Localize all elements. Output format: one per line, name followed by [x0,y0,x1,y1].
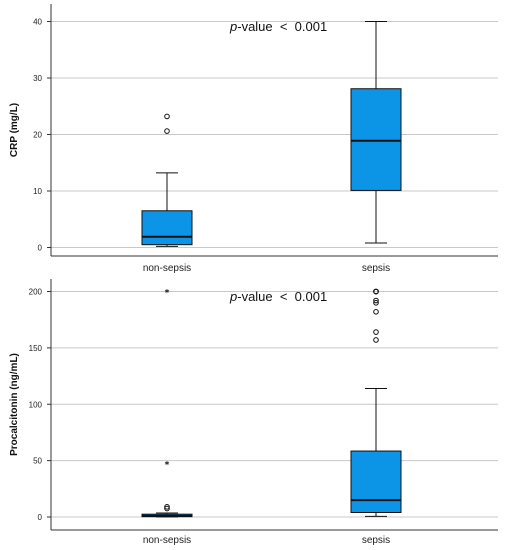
p-value-italic: p [229,289,237,304]
y-tick-label: 0 [38,244,43,253]
outlier-point [373,308,379,315]
p-value-italic: p [229,19,237,34]
procalcitonin-boxplot-panel: 0 50 100 150 200 Procalcitonin (ng/mL) p-value… [0,275,510,550]
iqr-box [350,450,402,513]
outlier-point [164,113,170,120]
outlier-point [373,329,379,335]
box-sepsis [350,21,402,244]
x-category-label: sepsis [362,263,390,274]
y-tick-label: 40 [33,18,42,27]
p-value-text: -value < 0.001 [237,289,327,304]
x-category-label: sepsis [362,535,390,546]
box-non-sepsis [141,113,193,247]
y-tick-label: 100 [29,400,43,409]
y-tick-label: 0 [38,513,43,522]
outlier-point [373,337,379,343]
extreme-point: * [165,460,170,470]
outlier-point [164,504,170,510]
outlier-point [373,297,379,304]
p-value-annotation: p-value < 0.001 [229,19,327,34]
procalcitonin-boxplot: 0 50 100 150 200 Procalcitonin (ng/mL) p-value… [9,279,498,546]
y-tick-label: 10 [33,187,42,196]
box-non-sepsis: ** [141,289,193,518]
crp-boxplot: 0 10 20 30 40 CRP (mg/L) p-value < 0.001 non-se… [9,4,498,274]
x-category-label: non-sepsis [143,263,191,274]
iqr-box [350,88,402,191]
box-sepsis [350,288,402,517]
extreme-point: * [165,289,170,299]
y-tick-label: 150 [29,344,43,353]
crp-boxplot-panel: 0 10 20 30 40 CRP (mg/L) p-value < 0.001 non-se… [9,4,498,274]
y-axis-label: CRP (mg/L) [9,103,20,157]
y-tick-label: 50 [33,457,42,466]
outlier-point [373,299,379,306]
y-tick-label: 20 [33,131,42,140]
y-axis-label: Procalcitonin (ng/mL) [9,353,20,456]
outlier-point [373,288,379,295]
p-value-text: -value < 0.001 [237,19,327,34]
iqr-box [141,210,193,246]
p-value-annotation: p-value < 0.001 [229,289,327,304]
x-category-label: non-sepsis [143,535,191,546]
y-tick-label: 200 [29,288,43,297]
outlier-point [164,128,170,134]
y-tick-label: 30 [33,74,42,83]
outlier-point [164,505,170,512]
